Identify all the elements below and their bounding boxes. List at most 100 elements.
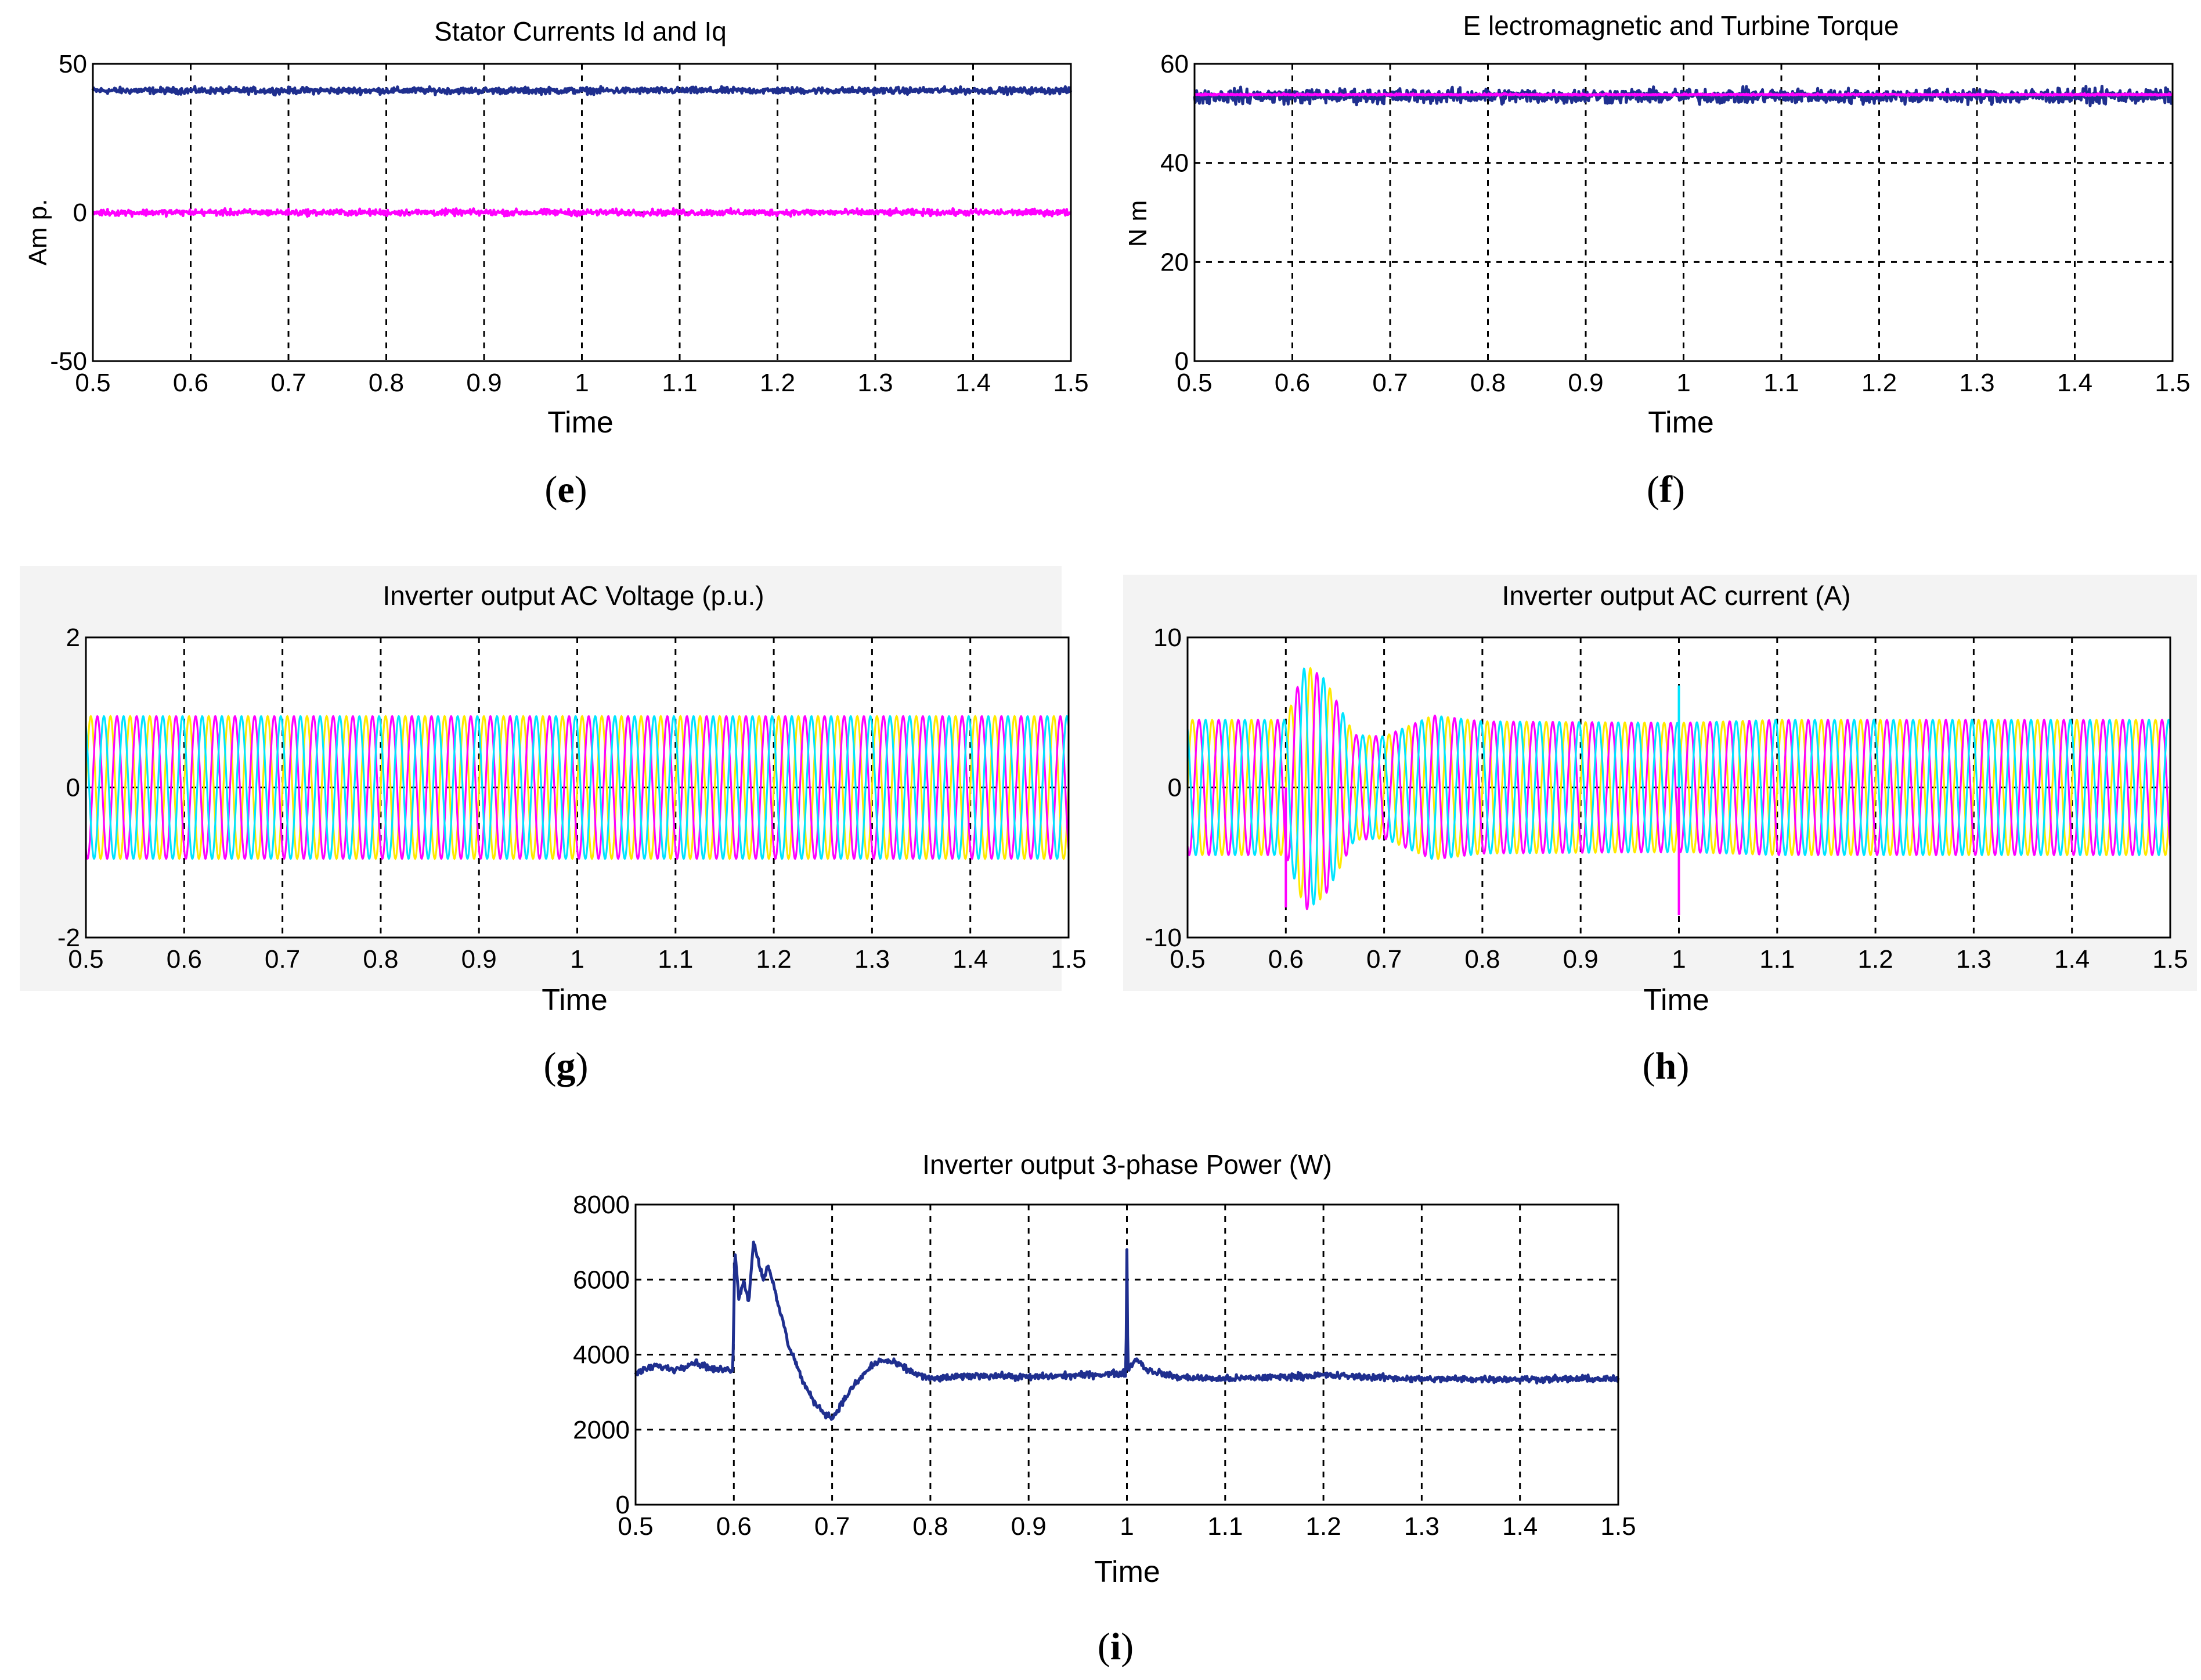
y-tick-label: 20 bbox=[1160, 248, 1189, 276]
series-line bbox=[91, 85, 1073, 97]
series-line bbox=[85, 715, 1070, 860]
x-tick-label: 0.7 bbox=[814, 1512, 850, 1541]
series-line bbox=[1193, 92, 2174, 98]
x-tick-label: 0.9 bbox=[466, 369, 501, 397]
y-tick-label: -10 bbox=[1145, 924, 1182, 952]
series-line bbox=[85, 715, 1070, 860]
y-tick-label: 4000 bbox=[573, 1341, 630, 1369]
x-tick-label: 0.9 bbox=[461, 945, 497, 974]
x-tick-label: 1.5 bbox=[2155, 369, 2190, 397]
x-tick-label: 1.5 bbox=[1051, 945, 1086, 974]
y-tick-label: 60 bbox=[1160, 50, 1189, 78]
chart-title: Inverter output 3-phase Power (W) bbox=[922, 1149, 1332, 1180]
x-tick-label: 0.7 bbox=[270, 369, 306, 397]
panel-label: (i) bbox=[1098, 1625, 1134, 1668]
x-tick-label: 0.9 bbox=[1011, 1512, 1047, 1541]
panel-letter: e bbox=[557, 468, 574, 511]
y-axis-label: Am p. bbox=[24, 199, 52, 266]
x-tick-label: 0.7 bbox=[1372, 369, 1408, 397]
plot-border bbox=[1186, 636, 2171, 939]
x-tick-label: 0.7 bbox=[265, 945, 300, 974]
panel-label: (e) bbox=[544, 468, 587, 511]
y-tick-label: 0 bbox=[1168, 774, 1182, 802]
x-tick-label: 0.6 bbox=[167, 945, 202, 974]
x-tick-label: 1 bbox=[1120, 1512, 1134, 1541]
chart-ac-voltage: Inverter output AC Voltage (p.u.) -2 0 2 0… bbox=[57, 581, 1087, 1087]
x-tick-label: 0.9 bbox=[1563, 945, 1599, 974]
panel-label: (h) bbox=[1643, 1045, 1690, 1087]
x-tick-label: 0.8 bbox=[1470, 369, 1506, 397]
x-tick-label: 1.1 bbox=[658, 945, 693, 974]
x-tick-label: 0.8 bbox=[369, 369, 404, 397]
x-tick-label: 1.5 bbox=[1053, 369, 1088, 397]
plot-border bbox=[634, 1203, 1619, 1506]
x-axis-label: Time bbox=[547, 406, 614, 439]
y-tick-label: 0 bbox=[616, 1491, 630, 1519]
plot-border bbox=[92, 63, 1072, 362]
x-tick-label: 1 bbox=[1676, 369, 1690, 397]
x-tick-label: 1.2 bbox=[1306, 1512, 1341, 1541]
x-axis-label: Time bbox=[1648, 406, 1714, 439]
x-tick-label: 1.3 bbox=[854, 945, 890, 974]
panel-letter: g bbox=[557, 1045, 576, 1087]
chart-title: E lectromagnetic and Turbine Torque bbox=[1463, 10, 1899, 41]
chart-stator-currents: Stator Currents Id and Iq -50 0 50 0.5 0.6 0… bbox=[24, 16, 1089, 511]
x-tick-label: 0.9 bbox=[1568, 369, 1603, 397]
x-tick-label: 1.2 bbox=[756, 945, 792, 974]
x-tick-label: 1.2 bbox=[1858, 945, 1893, 974]
x-tick-label: 1.4 bbox=[952, 945, 988, 974]
x-tick-label: 1.4 bbox=[2054, 945, 2090, 974]
x-axis-label: Time bbox=[1643, 983, 1709, 1017]
x-tick-label: 0.5 bbox=[1177, 369, 1212, 397]
x-tick-label: 0.5 bbox=[68, 945, 103, 974]
x-tick-label: 1.5 bbox=[1600, 1512, 1636, 1541]
chart-title: Inverter output AC Voltage (p.u.) bbox=[383, 581, 764, 611]
x-tick-label: 0.8 bbox=[363, 945, 398, 974]
panel-letter: f bbox=[1659, 468, 1673, 511]
x-tick-label: 0.6 bbox=[1275, 369, 1310, 397]
x-tick-label: 1.4 bbox=[1502, 1512, 1538, 1541]
y-axis-label: N m bbox=[1124, 200, 1152, 247]
y-tick-label: 10 bbox=[1153, 623, 1182, 652]
y-tick-label: 6000 bbox=[573, 1266, 630, 1294]
series-line bbox=[85, 715, 1070, 860]
x-tick-label: 0.6 bbox=[716, 1512, 752, 1541]
chart-title: Stator Currents Id and Iq bbox=[434, 16, 727, 46]
x-tick-label: 0.8 bbox=[912, 1512, 948, 1541]
x-tick-label: 0.6 bbox=[173, 369, 208, 397]
y-tick-label: 0 bbox=[66, 774, 80, 802]
y-tick-label: 2000 bbox=[573, 1416, 630, 1444]
series-line bbox=[634, 1241, 1620, 1421]
series-line bbox=[92, 207, 1072, 218]
y-tick-label: 8000 bbox=[573, 1191, 630, 1219]
x-axis-label: Time bbox=[542, 983, 608, 1017]
x-tick-label: 1.2 bbox=[1861, 369, 1897, 397]
x-tick-label: 0.5 bbox=[1170, 945, 1205, 974]
panel-label: (g) bbox=[544, 1045, 589, 1087]
x-tick-label: 1.3 bbox=[857, 369, 893, 397]
plot-border bbox=[85, 636, 1070, 939]
x-tick-label: 1.3 bbox=[1959, 369, 1994, 397]
x-tick-label: 1.4 bbox=[2057, 369, 2092, 397]
y-tick-label: -50 bbox=[50, 347, 87, 376]
y-tick-label: 40 bbox=[1160, 149, 1189, 178]
plot-area bbox=[1193, 63, 2174, 362]
x-tick-label: 1.1 bbox=[662, 369, 697, 397]
chart-ac-current: Inverter output AC current (A) -10 0 10 0.… bbox=[1145, 581, 2188, 1087]
x-tick-label: 1.1 bbox=[1207, 1512, 1243, 1541]
y-tick-label: 0 bbox=[73, 199, 87, 227]
x-tick-label: 1.4 bbox=[955, 369, 991, 397]
y-tick-label: -2 bbox=[57, 924, 80, 952]
panel-letter: i bbox=[1110, 1625, 1121, 1668]
plot-border bbox=[1193, 63, 2174, 362]
x-tick-label: 0.5 bbox=[75, 369, 110, 397]
x-tick-label: 0.6 bbox=[1268, 945, 1304, 974]
x-tick-label: 1.1 bbox=[1759, 945, 1795, 974]
x-tick-label: 1 bbox=[575, 369, 589, 397]
x-tick-label: 1.2 bbox=[760, 369, 795, 397]
chart-power: Inverter output 3-phase Power (W) 0 2000 4… bbox=[573, 1149, 1636, 1668]
y-tick-label: 50 bbox=[59, 50, 87, 78]
x-tick-label: 1.1 bbox=[1763, 369, 1799, 397]
chart-torque: E lectromagnetic and Turbine Torque 0 20 4… bbox=[1124, 10, 2191, 511]
